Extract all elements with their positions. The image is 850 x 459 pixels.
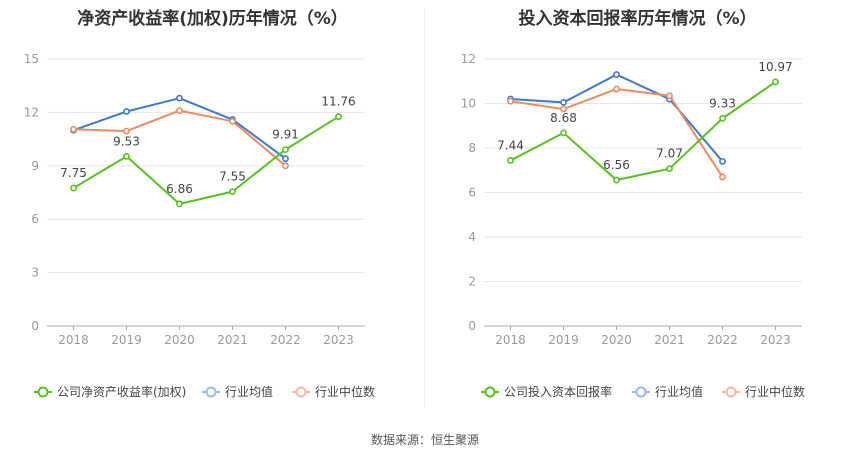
data-source-note: 数据来源：恒生聚源: [370, 433, 479, 447]
data-label: 11.76: [321, 95, 355, 109]
data-label: 7.07: [656, 147, 683, 161]
data-point-avg: [719, 157, 726, 165]
x-tick-label: 2022: [270, 333, 301, 347]
x-tick-label: 2020: [164, 333, 195, 347]
data-label: 10.97: [758, 60, 792, 74]
legend-label-company: 公司投入资本回报率: [504, 384, 612, 399]
data-point-avg: [123, 108, 130, 115]
x-tick-label: 2018: [495, 333, 526, 347]
data-point-median: [507, 97, 514, 105]
y-tick-label: 6: [468, 186, 476, 200]
legend-marker-median: [295, 386, 307, 398]
data-point-company: [335, 113, 342, 121]
series-line-company: [510, 81, 777, 182]
data-point-company: [176, 200, 183, 208]
y-tick-label: 4: [468, 230, 476, 244]
legend-marker-company: [484, 386, 496, 398]
data-point-median: [613, 85, 620, 93]
y-tick-label: 12: [24, 105, 39, 119]
data-point-median: [719, 173, 726, 181]
data-point-avg: [613, 71, 620, 78]
chart-1: [481, 58, 802, 398]
chart-0: [34, 58, 365, 398]
x-tick-label: 2023: [323, 333, 354, 347]
legend-label-median: 行业中位数: [315, 384, 375, 399]
legend-label-avg: 行业均值: [225, 384, 273, 399]
legend-marker-avg: [635, 386, 647, 398]
legend-label-avg: 行业均值: [655, 384, 703, 399]
y-tick-label: 6: [31, 212, 39, 226]
x-tick-label: 2021: [217, 333, 248, 347]
data-point-company: [772, 78, 779, 86]
x-tick-label: 2022: [707, 333, 738, 347]
data-label: 6.56: [603, 158, 630, 172]
data-point-median: [282, 162, 289, 170]
data-point-median: [176, 107, 183, 115]
data-point-median: [229, 117, 236, 125]
data-label: 9.91: [272, 128, 299, 142]
data-point-company: [507, 157, 514, 164]
x-tick-label: 2021: [654, 333, 685, 347]
data-point-avg: [176, 94, 183, 102]
x-tick-label: 2020: [601, 333, 632, 347]
y-tick-label: 15: [24, 52, 39, 66]
legend-marker-company: [37, 386, 49, 398]
legend-label-company: 公司净资产收益率(加权): [57, 384, 186, 399]
data-point-avg: [282, 155, 289, 163]
y-tick-label: 12: [461, 52, 476, 66]
data-label: 7.44: [497, 138, 524, 152]
chart-title-roe: 净资产收益率(加权)历年情况（%）: [77, 9, 348, 29]
legend-marker-avg: [205, 386, 217, 398]
legend-label-median: 行业中位数: [745, 384, 805, 399]
data-point-company: [560, 129, 567, 137]
data-label: 9.53: [113, 134, 140, 148]
y-tick-label: 0: [468, 319, 476, 333]
legend-marker-median: [725, 386, 737, 398]
data-point-company: [229, 188, 236, 196]
x-tick-label: 2023: [760, 333, 791, 347]
y-tick-label: 10: [461, 97, 476, 111]
y-tick-label: 3: [31, 266, 39, 280]
data-point-median: [560, 105, 567, 113]
data-point-median: [70, 125, 77, 133]
data-label: 9.33: [709, 96, 736, 110]
y-tick-label: 2: [468, 275, 476, 289]
y-tick-label: 9: [31, 159, 39, 173]
data-label: 6.86: [166, 182, 193, 196]
data-point-company: [666, 165, 673, 173]
series-line-company: [72, 115, 340, 205]
data-point-median: [666, 92, 673, 100]
panel-divider: [424, 8, 425, 408]
data-point-median: [123, 127, 130, 135]
data-point-company: [70, 184, 77, 192]
y-tick-label: 0: [31, 319, 39, 333]
chart-title-roic: 投入资本回报率历年情况（%）: [518, 9, 757, 29]
data-point-company: [123, 152, 130, 160]
x-tick-label: 2018: [58, 333, 89, 347]
data-label: 7.75: [60, 166, 87, 180]
data-point-company: [282, 146, 289, 154]
x-tick-label: 2019: [548, 333, 579, 347]
data-point-avg: [560, 98, 567, 106]
y-tick-label: 8: [468, 141, 476, 155]
data-label: 7.55: [219, 170, 246, 184]
data-point-company: [719, 115, 726, 122]
x-tick-label: 2019: [111, 333, 142, 347]
data-label: 8.68: [550, 111, 577, 125]
data-point-company: [613, 176, 620, 184]
